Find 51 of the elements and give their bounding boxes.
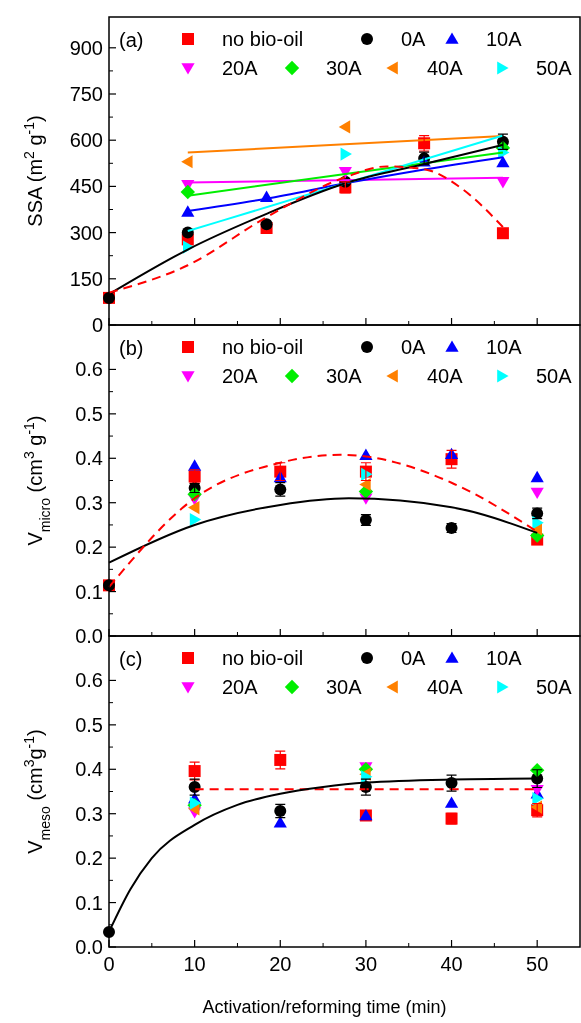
y-tick-label: 900 — [69, 36, 103, 59]
y-tick-label: 0.2 — [75, 536, 103, 559]
annotation: (a) — [119, 29, 144, 51]
legend-label: 10A — [486, 336, 523, 358]
y-tick-label: 0.1 — [75, 580, 103, 603]
y-tick-label: 300 — [69, 221, 103, 244]
y-tick-label: 0.6 — [75, 358, 103, 381]
legend-label: 0A — [401, 336, 427, 358]
y-tick-label: 0.5 — [75, 713, 103, 736]
y-tick-label: 150 — [69, 267, 103, 290]
x-tick-label: 50 — [526, 953, 549, 975]
y-tick-label: 750 — [69, 83, 103, 105]
y-tick-label: 0.3 — [75, 491, 103, 514]
legend-label: 30A — [326, 57, 363, 79]
legend-label: 20A — [222, 57, 259, 79]
y-tick-label: 450 — [69, 175, 103, 198]
y-tick-label: 0.3 — [75, 802, 103, 825]
y-tick-label: 0.0 — [75, 936, 103, 958]
y-tick-label: 0.4 — [75, 758, 103, 781]
legend-label: no bio-oil — [222, 28, 304, 50]
legend-label: 10A — [486, 647, 523, 669]
legend-label: no bio-oil — [222, 336, 304, 358]
y-tick-label: 0.1 — [75, 891, 103, 914]
y-tick-label: 0.0 — [75, 625, 103, 647]
legend-label: 30A — [326, 365, 363, 387]
y-tick-label: 0.5 — [75, 402, 103, 425]
y-tick-label: 0.2 — [75, 847, 103, 870]
legend-label: 0A — [401, 647, 427, 669]
legend-label: 50A — [536, 365, 573, 387]
x-tick-label: 30 — [354, 953, 378, 975]
y-tick-label: 0 — [91, 314, 103, 336]
legend-label: 20A — [222, 676, 259, 698]
legend-label: 10A — [486, 28, 523, 50]
legend-label: no bio-oil — [222, 647, 304, 669]
legend-label: 50A — [536, 57, 573, 79]
legend-label: 40A — [427, 676, 464, 698]
legend-label: 40A — [427, 57, 464, 79]
legend-label: 0A — [401, 28, 427, 50]
annotation: (c) — [119, 648, 143, 670]
legend-label: 30A — [326, 676, 363, 698]
legend-label: 20A — [222, 365, 259, 387]
x-tick-label: 20 — [269, 953, 292, 975]
x-tick-label: 40 — [440, 953, 463, 975]
legend-label: 40A — [427, 365, 464, 387]
annotation: (b) — [119, 337, 144, 359]
x-axis-title: Activation/reforming time (min) — [202, 997, 447, 1017]
y-tick-label: 0.4 — [75, 447, 103, 470]
x-tick-label: 10 — [183, 953, 206, 975]
y-tick-label: 0.6 — [75, 669, 103, 692]
legend-label: 50A — [536, 676, 573, 698]
y-tick-label: 600 — [69, 129, 103, 152]
